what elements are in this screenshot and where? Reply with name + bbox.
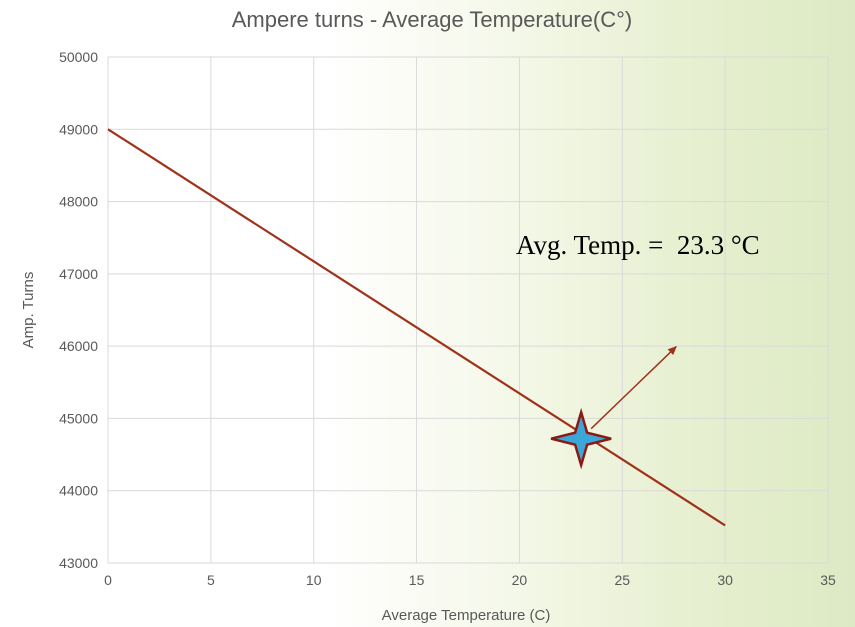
y-tick-label: 48000 <box>59 194 98 210</box>
y-axis-ticks: 43000 44000 45000 46000 47000 48000 49000 50000 <box>59 49 98 571</box>
annotation: Avg. Temp. = 23.3 °C <box>516 230 760 470</box>
y-tick-label: 46000 <box>59 338 98 354</box>
x-tick-label: 5 <box>207 572 215 588</box>
y-tick-label: 50000 <box>59 49 98 65</box>
x-tick-label: 30 <box>717 572 733 588</box>
chart-title: Ampere turns - Average Temperature(C°) <box>232 7 633 32</box>
y-tick-label: 44000 <box>59 483 98 499</box>
x-tick-label: 10 <box>306 572 322 588</box>
annotation-label: Avg. Temp. = 23.3 °C <box>516 230 760 260</box>
grid <box>107 56 829 564</box>
y-tick-label: 47000 <box>59 266 98 282</box>
x-tick-label: 0 <box>104 572 112 588</box>
y-tick-label: 45000 <box>59 410 98 426</box>
y-axis-title: Amp. Turns <box>20 272 37 349</box>
x-tick-label: 20 <box>512 572 528 588</box>
series <box>107 128 726 527</box>
x-tick-label: 35 <box>820 572 836 588</box>
series-line <box>107 128 726 527</box>
x-axis-title: Average Temperature (C) <box>382 607 551 624</box>
x-tick-label: 15 <box>409 572 425 588</box>
x-tick-label: 25 <box>614 572 630 588</box>
y-tick-label: 43000 <box>59 555 98 571</box>
annotation-arrow <box>590 345 677 430</box>
y-tick-label: 49000 <box>59 121 98 137</box>
point-marker <box>550 407 612 470</box>
x-axis-ticks: 0 5 10 15 20 25 30 35 <box>104 572 836 588</box>
